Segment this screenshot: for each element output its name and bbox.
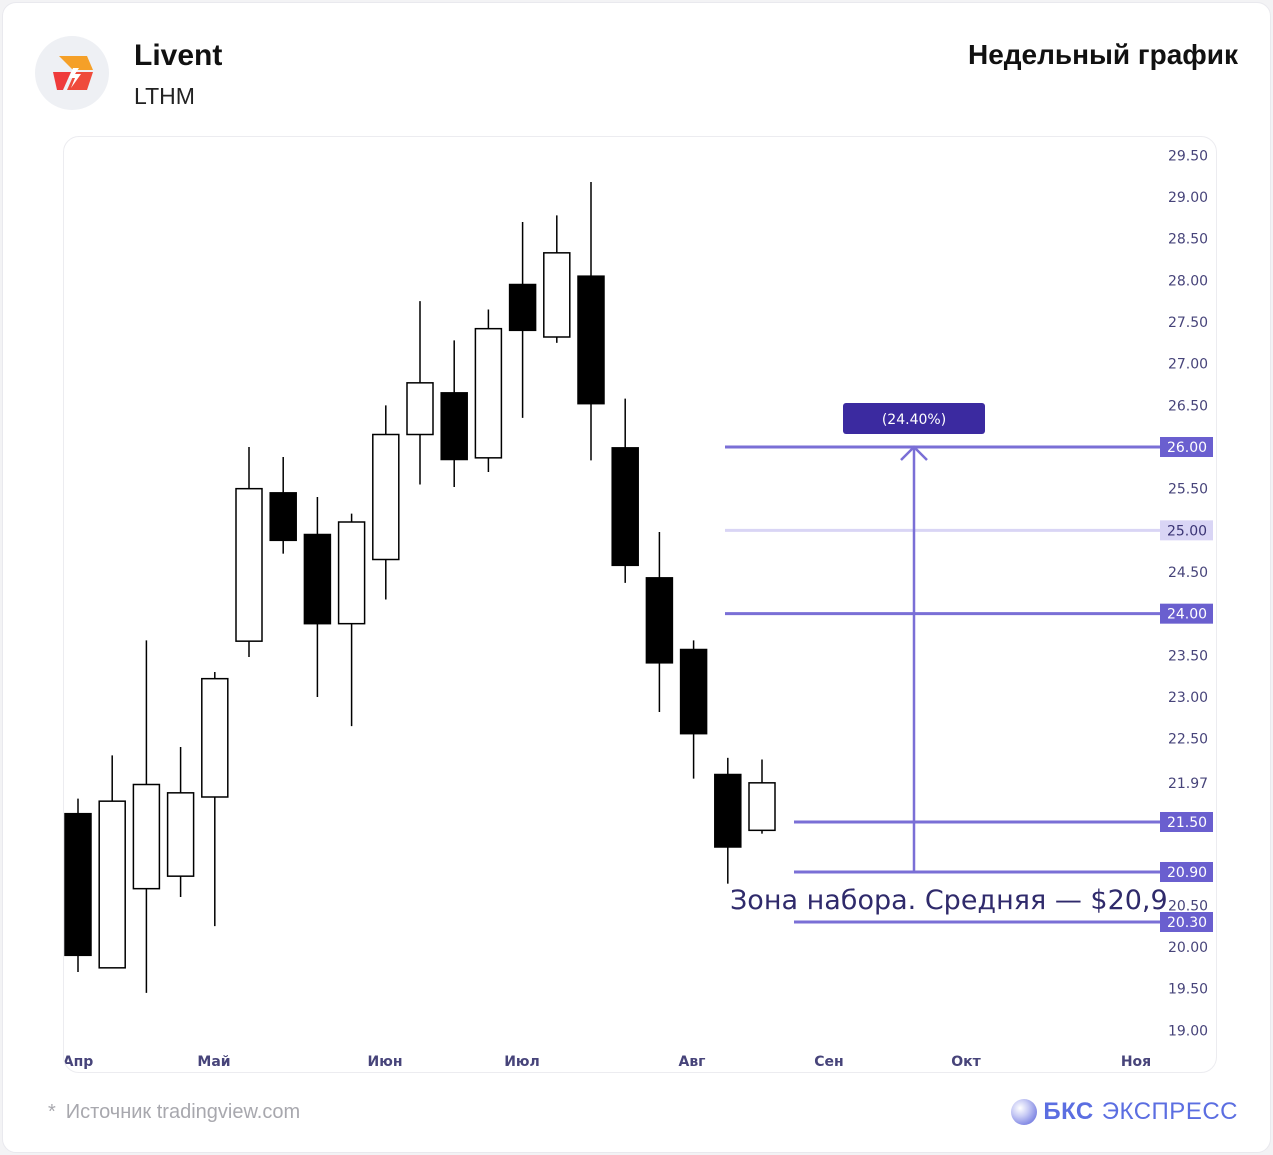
y-axis: 29.50 29.00 28.50 28.00 27.50 27.00 26.50 25.50… bbox=[1168, 148, 1208, 1039]
candle-body-down bbox=[64, 812, 92, 957]
y-tick-label: 24.50 bbox=[1168, 565, 1208, 581]
candle-body-up bbox=[201, 677, 229, 798]
lightning-bolt-logo-icon bbox=[53, 56, 93, 90]
bcs-orb-icon bbox=[1011, 1099, 1038, 1125]
candle-body-down bbox=[269, 492, 297, 542]
annotation-layer: (24.40%) Зона набора. Средняя — $20,9 bbox=[730, 403, 1168, 916]
candle-body-up bbox=[543, 252, 571, 338]
level-label: 20.30 bbox=[1167, 915, 1207, 931]
candle-body-up bbox=[98, 800, 126, 969]
candle-body-up bbox=[372, 433, 400, 561]
level-label-box bbox=[1160, 912, 1213, 933]
level-label-box bbox=[1160, 603, 1213, 624]
candle-body-up bbox=[235, 487, 263, 642]
y-tick-label: 22.50 bbox=[1168, 732, 1208, 748]
x-tick-label: Сен bbox=[814, 1054, 843, 1070]
candle-body-down bbox=[508, 283, 537, 332]
y-tick-label: 29.00 bbox=[1168, 190, 1208, 206]
x-axis: Апр Май Июн Июл Авг Сен Окт Ноя bbox=[64, 1054, 1151, 1070]
y-tick-label: 29.50 bbox=[1168, 148, 1208, 164]
y-tick-label: 28.00 bbox=[1168, 273, 1208, 289]
candle-body-down bbox=[714, 773, 742, 848]
candle-body-down bbox=[645, 577, 674, 664]
level-label: 20.90 bbox=[1167, 865, 1207, 881]
y-tick-label: 20.00 bbox=[1168, 940, 1208, 956]
level-label: 26.00 bbox=[1167, 440, 1207, 456]
level-label-box bbox=[1160, 862, 1213, 883]
source-star: * bbox=[48, 1101, 56, 1123]
candles-layer bbox=[64, 182, 776, 993]
level-label-box bbox=[1160, 520, 1213, 541]
y-tick-label: 23.50 bbox=[1168, 648, 1208, 664]
candle-body-down bbox=[303, 533, 332, 625]
x-tick-label: Апр bbox=[64, 1054, 93, 1070]
x-tick-label: Окт bbox=[951, 1054, 981, 1070]
y-tick-label: 20.50 bbox=[1168, 898, 1208, 914]
candle-body-down bbox=[577, 275, 605, 405]
x-tick-label: Июл bbox=[504, 1054, 540, 1070]
x-tick-label: Май bbox=[197, 1054, 230, 1070]
candle-body-up bbox=[748, 782, 776, 832]
candle-body-up bbox=[474, 327, 503, 459]
zone-caption: Зона набора. Средняя — $20,9 bbox=[730, 885, 1168, 916]
ticker-symbol: LTHM bbox=[134, 83, 195, 109]
level-label-box bbox=[1160, 812, 1213, 833]
candle-body-up bbox=[337, 521, 366, 625]
y-tick-label: 28.50 bbox=[1168, 232, 1208, 248]
brand-logo[interactable]: БКС ЭКСПРЕСС bbox=[1011, 1097, 1238, 1127]
source-text: Источник tradingview.com bbox=[65, 1101, 301, 1123]
range-arrow-head bbox=[900, 445, 928, 461]
source-note: * Источник tradingview.com bbox=[48, 1101, 300, 1124]
x-tick-label: Авг bbox=[678, 1054, 705, 1070]
candle-body-down bbox=[679, 648, 708, 735]
level-label-box bbox=[1160, 437, 1213, 458]
company-logo bbox=[35, 36, 109, 110]
candle-body-up bbox=[132, 783, 161, 890]
y-tick-label: 19.00 bbox=[1168, 1023, 1208, 1039]
chart-period-title: Недельный график bbox=[967, 39, 1238, 70]
candle-body-up bbox=[406, 382, 434, 436]
candle-body-up bbox=[166, 792, 195, 877]
company-name: Livent bbox=[134, 39, 223, 72]
candle-body-down bbox=[440, 392, 468, 461]
x-tick-label: Июн bbox=[368, 1054, 403, 1070]
range-badge bbox=[843, 403, 985, 434]
candle-body-down bbox=[611, 447, 639, 567]
candlestick-chart: 26.00 25.00 24.00 21.50 20.90 20.30 (24.40%) З… bbox=[64, 148, 1213, 1070]
brand-bold-text: БКС bbox=[1043, 1098, 1094, 1125]
level-lines-layer: 26.00 25.00 24.00 21.50 20.90 20.30 bbox=[725, 437, 1213, 933]
level-label: 25.00 bbox=[1167, 523, 1207, 539]
y-tick-label: 27.00 bbox=[1168, 357, 1208, 373]
y-tick-label: 23.00 bbox=[1168, 690, 1208, 706]
y-tick-label: 19.50 bbox=[1168, 982, 1208, 998]
range-badge-text: (24.40%) bbox=[882, 412, 946, 428]
brand-light-text: ЭКСПРЕСС bbox=[1101, 1098, 1238, 1125]
y-tick-label: 21.97 bbox=[1168, 776, 1208, 792]
chart-frame: 26.00 25.00 24.00 21.50 20.90 20.30 (24.40%) З… bbox=[63, 136, 1217, 1073]
level-label: 24.00 bbox=[1167, 607, 1207, 623]
x-tick-label: Ноя bbox=[1121, 1054, 1151, 1070]
y-tick-label: 26.50 bbox=[1168, 398, 1208, 414]
y-tick-label: 27.50 bbox=[1168, 315, 1208, 331]
level-label: 21.50 bbox=[1167, 815, 1207, 831]
y-tick-label: 25.50 bbox=[1168, 482, 1208, 498]
